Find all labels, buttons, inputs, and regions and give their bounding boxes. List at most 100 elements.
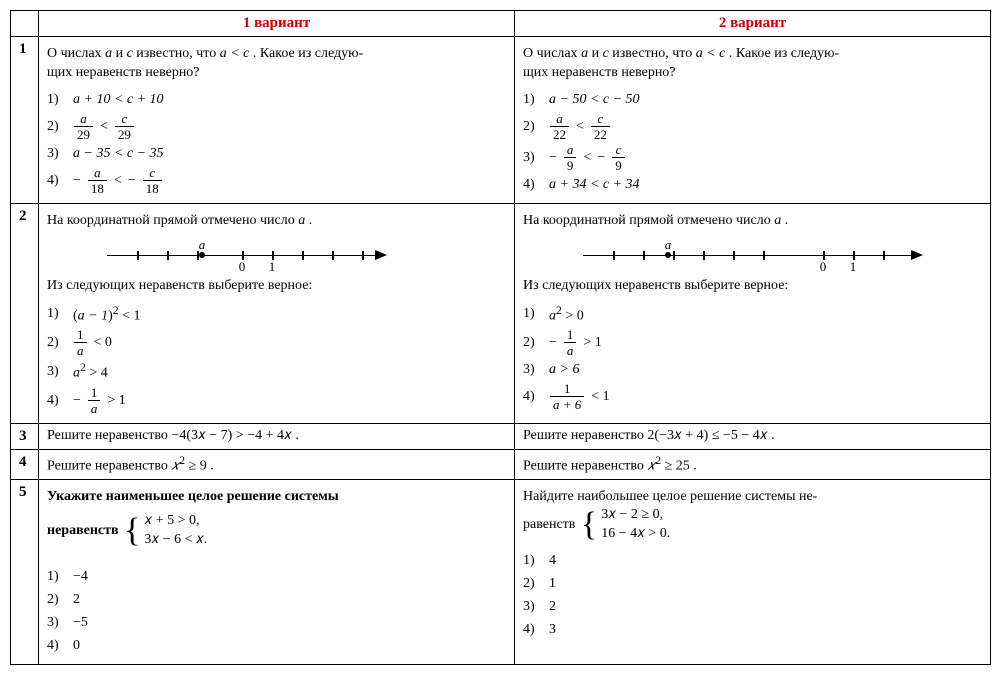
opt-num: 2): [47, 332, 67, 353]
opt-val: −4: [73, 566, 88, 587]
text: О числах: [47, 46, 105, 61]
opt-num: 3): [47, 143, 67, 164]
r5-v2-prompt: Найдите наибольшее целое решение системы…: [523, 488, 982, 545]
r2-v2-prompt2: Из следующих неравенств выберите верное:: [523, 277, 982, 296]
r2-v2-options: 1) a2 > 0 2) − 1 a > 1 3) a > 6: [523, 302, 982, 412]
minus: −: [549, 332, 557, 353]
less-than: <: [576, 116, 584, 137]
option-2: 2) a 22 < c 22: [523, 112, 982, 141]
opt-num: 2): [523, 573, 543, 594]
text: . Какое из следую-: [729, 46, 839, 61]
text: На координатной прямой отмечено число: [47, 213, 298, 228]
option-4: 4)0: [47, 635, 506, 656]
text: a − 1: [78, 308, 108, 323]
option-1: 1) a + 10 < c + 10: [47, 89, 506, 110]
option-2: 2)2: [47, 589, 506, 610]
row-1: 1 О числах a и c известно, что a < c . К…: [11, 37, 991, 204]
option-3: 3) − a 9 < − c 9: [523, 143, 982, 172]
system-rows: 3𝑥 − 2 ≥ 0, 16 − 4𝑥 > 0.: [601, 506, 670, 544]
frac-bot: a: [88, 400, 101, 415]
fraction: c 29: [115, 112, 134, 141]
text: a: [549, 308, 556, 323]
text: . Какое из следую-: [253, 46, 363, 61]
opt-num: 1): [523, 303, 543, 324]
minus: −: [128, 170, 136, 191]
opt-val: −5: [73, 612, 88, 633]
opt-val: 4: [549, 550, 556, 571]
minus: −: [73, 390, 81, 411]
option-1: 1)−4: [47, 566, 506, 587]
row-4: 4 Решите неравенство 𝑥2 ≥ 9 . Решите нер…: [11, 449, 991, 479]
text: равенств: [523, 518, 579, 533]
row-5: 5 Укажите наименьшее целое решение систе…: [11, 479, 991, 665]
r2-v1-prompt: На координатной прямой отмечено число a …: [47, 212, 506, 231]
text: < 0: [94, 332, 112, 353]
opt-num: 1): [523, 89, 543, 110]
opt-num: 3): [47, 612, 67, 633]
frac-top: a: [553, 112, 566, 126]
frac-top: c: [613, 143, 625, 157]
text: известно, что: [136, 46, 219, 61]
header-variant-2: 2 вариант: [515, 11, 991, 37]
opt-expr: a − 35 < c − 35: [73, 143, 164, 164]
opt-val: 2: [73, 589, 80, 610]
row-3-number: 3: [11, 423, 39, 449]
var-c: c: [127, 46, 133, 61]
row-1-number: 1: [11, 37, 39, 204]
sys-row: 16 − 4𝑥 > 0.: [601, 525, 670, 544]
var-a: a: [581, 46, 588, 61]
fraction: 1 a: [564, 328, 577, 357]
opt-num: 1): [47, 303, 67, 324]
option-1: 1) a2 > 0: [523, 302, 982, 327]
text: > 1: [583, 332, 601, 353]
opt-expr: a + 10 < c + 10: [73, 89, 164, 110]
option-3: 3) a2 > 4: [47, 359, 506, 384]
r2-v1-options: 1) (a − 1)2 < 1 2) 1 a < 0 3) a2 > 4: [47, 302, 506, 415]
fraction: a 18: [88, 166, 107, 195]
text: .: [309, 213, 313, 228]
option-2: 2) − 1 a > 1: [523, 328, 982, 357]
r5-v2-cell: Найдите наибольшее целое решение системы…: [515, 479, 991, 665]
r4-v1-cell: Решите неравенство 𝑥2 ≥ 9 .: [39, 449, 515, 479]
opt-val: 3: [549, 619, 556, 640]
option-3: 3) a − 35 < c − 35: [47, 143, 506, 164]
frac-top: 1: [561, 382, 574, 396]
option-1: 1) a − 50 < c − 50: [523, 89, 982, 110]
minus: −: [597, 147, 605, 168]
frac-bot: a + 6: [550, 396, 584, 411]
opt-val: 2: [549, 596, 556, 617]
frac-top: 1: [88, 386, 101, 400]
option-1: 1) (a − 1)2 < 1: [47, 302, 506, 327]
opt-num: 3): [523, 596, 543, 617]
text: Решите неравенство: [523, 459, 647, 474]
r5-v1-system: неравенств { 𝑥 + 5 > 0, 3𝑥 − 6 < 𝑥.: [47, 512, 506, 550]
text: и: [592, 46, 603, 61]
r5-v1-cell: Укажите наименьшее целое решение системы…: [39, 479, 515, 665]
opt-val: 0: [73, 635, 80, 656]
opt-num: 4): [523, 174, 543, 195]
row-4-number: 4: [11, 449, 39, 479]
frac-bot: 18: [88, 180, 107, 195]
r1-v2-cell: О числах a и c известно, что a < c . Как…: [515, 37, 991, 204]
frac-bot: a: [74, 342, 87, 357]
r3-v2-cell: Решите неравенство 2(−3𝑥 + 4) ≤ −5 − 4𝑥 …: [515, 423, 991, 449]
row-2: 2 На координатной прямой отмечено число …: [11, 203, 991, 423]
opt-num: 3): [523, 147, 543, 168]
option-2: 2) 1 a < 0: [47, 328, 506, 357]
var-a: a: [298, 213, 305, 228]
r2-v1-prompt2: Из следующих неравенств выберите верное:: [47, 277, 506, 296]
brace-icon: {: [124, 516, 140, 546]
opt-num: 1): [47, 89, 67, 110]
worksheet-table: 1 вариант 2 вариант 1 О числах a и c изв…: [10, 10, 991, 665]
option-3: 3) −5: [47, 612, 506, 633]
minus: −: [549, 147, 557, 168]
option-4: 4) a + 34 < c + 34: [523, 174, 982, 195]
minus: −: [73, 170, 81, 191]
opt-expr: a > 6: [549, 359, 579, 380]
row-2-number: 2: [11, 203, 39, 423]
r1-v1-options: 1) a + 10 < c + 10 2) a 29 < c 29: [47, 89, 506, 195]
fraction: a 22: [550, 112, 569, 141]
system-brace: { 𝑥 + 5 > 0, 3𝑥 − 6 < 𝑥.: [124, 512, 207, 550]
var-a: a: [105, 46, 112, 61]
opt-num: 3): [523, 359, 543, 380]
